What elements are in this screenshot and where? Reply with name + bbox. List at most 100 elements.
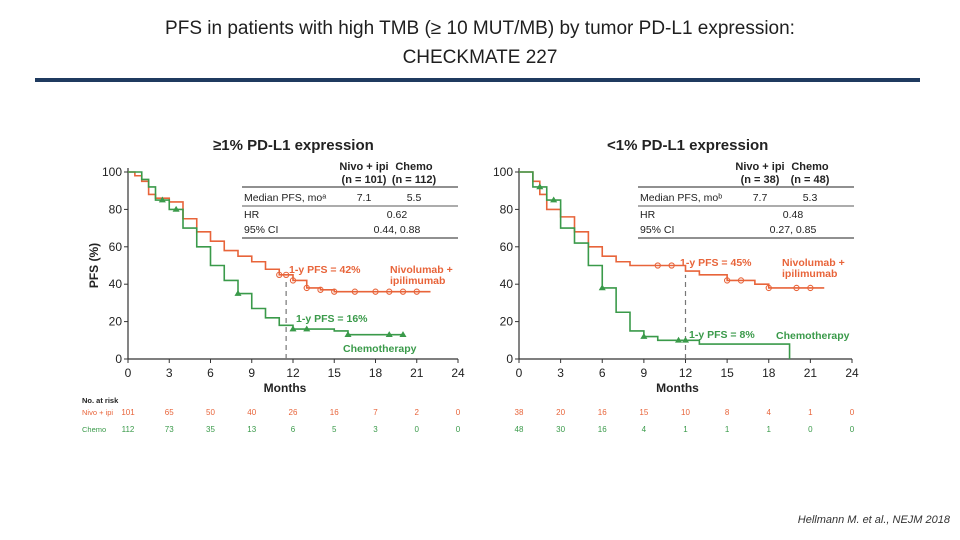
censor-mark: [399, 288, 407, 295]
at-risk-value: 0: [850, 425, 855, 434]
chart-title: <1% PD-L1 expression: [607, 137, 768, 154]
x-tick-label: 9: [248, 366, 255, 380]
at-risk-value: 1: [683, 425, 688, 434]
at-risk-value: 4: [767, 408, 772, 417]
km-chart-pdl1-high: ≥1% PD-L1 expression Nivo + ipi (n = 101) C…: [70, 125, 470, 445]
x-axis-label: Months: [656, 381, 699, 395]
at-risk-value: 101: [121, 408, 135, 417]
censor-mark: [793, 284, 800, 292]
at-risk-value: 112: [122, 425, 135, 434]
y-tick-label: 40: [109, 277, 123, 291]
series-label: Nivolumab +: [390, 264, 453, 276]
one-year-pfs-annotation: 1-y PFS = 8%: [689, 329, 755, 341]
title-divider: [35, 78, 920, 82]
censor-mark: [681, 336, 690, 343]
one-year-pfs-annotation: 1-y PFS = 16%: [296, 313, 368, 325]
at-risk-value: 4: [642, 425, 647, 434]
at-risk-value: 0: [456, 408, 461, 417]
censor-mark: [399, 331, 407, 337]
slide-title-line2: CHECKMATE 227: [402, 47, 558, 68]
y-tick-label: 0: [115, 352, 122, 366]
table-col2-header: Chemo: [395, 161, 433, 173]
at-risk-value: 26: [289, 408, 298, 417]
at-risk-value: 10: [681, 408, 690, 417]
censor-mark: [640, 332, 648, 339]
censor-mark: [598, 284, 606, 291]
censor-mark: [723, 277, 731, 284]
x-tick-label: 0: [125, 366, 132, 380]
at-risk-value: 16: [330, 408, 339, 417]
y-tick-label: 100: [102, 165, 122, 179]
table-col1-header: Nivo + ipi: [735, 161, 784, 173]
at-risk-value: 0: [808, 425, 813, 434]
censor-mark: [654, 262, 661, 269]
censor-mark: [385, 331, 393, 337]
table-col1-header: Nivo + ipi: [339, 161, 388, 173]
table-row-label: 95% CI: [640, 224, 674, 236]
at-risk-row-label: Nivo + ipi: [82, 408, 113, 417]
y-axis-label: PFS (%): [87, 243, 101, 288]
censor-mark: [675, 336, 683, 343]
x-tick-label: 24: [845, 366, 859, 380]
at-risk-value: 73: [165, 425, 174, 434]
chart-title: ≥1% PD-L1 expression: [213, 137, 374, 154]
slide-title: PFS in patients with high TMB (≥ 10 MUT/…: [0, 14, 960, 72]
censor-mark: [765, 284, 772, 292]
censor-mark: [234, 289, 242, 296]
censor-mark: [807, 284, 814, 292]
at-risk-value: 0: [456, 425, 461, 434]
series-label: Nivolumab +: [782, 257, 845, 269]
y-tick-label: 80: [500, 202, 514, 216]
y-tick-label: 100: [493, 165, 513, 179]
km-curve-nivo-ipi: [128, 171, 431, 293]
x-tick-label: 0: [516, 366, 523, 380]
at-risk-value: 16: [598, 408, 607, 417]
series-label: Chemotherapy: [776, 330, 850, 342]
x-axis-label: Months: [264, 381, 307, 395]
at-risk-value: 13: [247, 425, 256, 434]
censor-mark: [386, 288, 393, 295]
table-value-nivo: 7.7: [753, 192, 768, 204]
censor-mark: [737, 277, 745, 284]
table-col2-header: Chemo: [791, 161, 829, 173]
x-tick-label: 6: [207, 366, 214, 380]
table-col2-n: (n = 112): [392, 174, 437, 186]
x-tick-label: 3: [557, 366, 564, 380]
y-tick-label: 60: [109, 240, 123, 254]
x-tick-label: 12: [286, 366, 300, 380]
censor-mark: [668, 262, 675, 269]
at-risk-value: 35: [206, 425, 215, 434]
at-risk-value: 5: [332, 425, 337, 434]
table-col1-n: (n = 101): [342, 174, 387, 186]
at-risk-value: 50: [206, 408, 215, 417]
y-tick-label: 60: [500, 240, 514, 254]
at-risk-value: 20: [556, 408, 565, 417]
slide-title-line1: PFS in patients with high TMB (≥ 10 MUT/…: [165, 18, 795, 39]
at-risk-value: 1: [808, 408, 813, 417]
one-year-pfs-annotation: 1-y PFS = 45%: [680, 257, 752, 269]
at-risk-value: 3: [373, 425, 378, 434]
x-tick-label: 6: [599, 366, 606, 380]
at-risk-value: 30: [556, 425, 565, 434]
citation: Hellmann M. et al., NEJM 2018: [797, 514, 950, 526]
table-value: 0.48: [783, 209, 804, 221]
censor-mark: [289, 277, 297, 284]
x-tick-label: 9: [641, 366, 648, 380]
x-tick-label: 15: [720, 366, 734, 380]
y-tick-label: 80: [109, 202, 123, 216]
at-risk-value: 16: [598, 425, 607, 434]
censor-mark: [372, 288, 379, 295]
table-row-label: HR: [244, 209, 260, 221]
x-tick-label: 21: [804, 366, 818, 380]
table-col1-n: (n = 38): [741, 174, 780, 186]
x-tick-label: 3: [166, 366, 173, 380]
at-risk-value: 40: [247, 408, 256, 417]
table-row-label: Median PFS, moᵇ: [640, 192, 722, 204]
x-tick-label: 15: [328, 366, 342, 380]
at-risk-value: 1: [725, 425, 730, 434]
censor-mark: [172, 205, 180, 212]
censor-mark: [331, 288, 338, 295]
table-value-chemo: 5.5: [407, 192, 422, 204]
table-value: 0.44, 0.88: [374, 224, 421, 236]
